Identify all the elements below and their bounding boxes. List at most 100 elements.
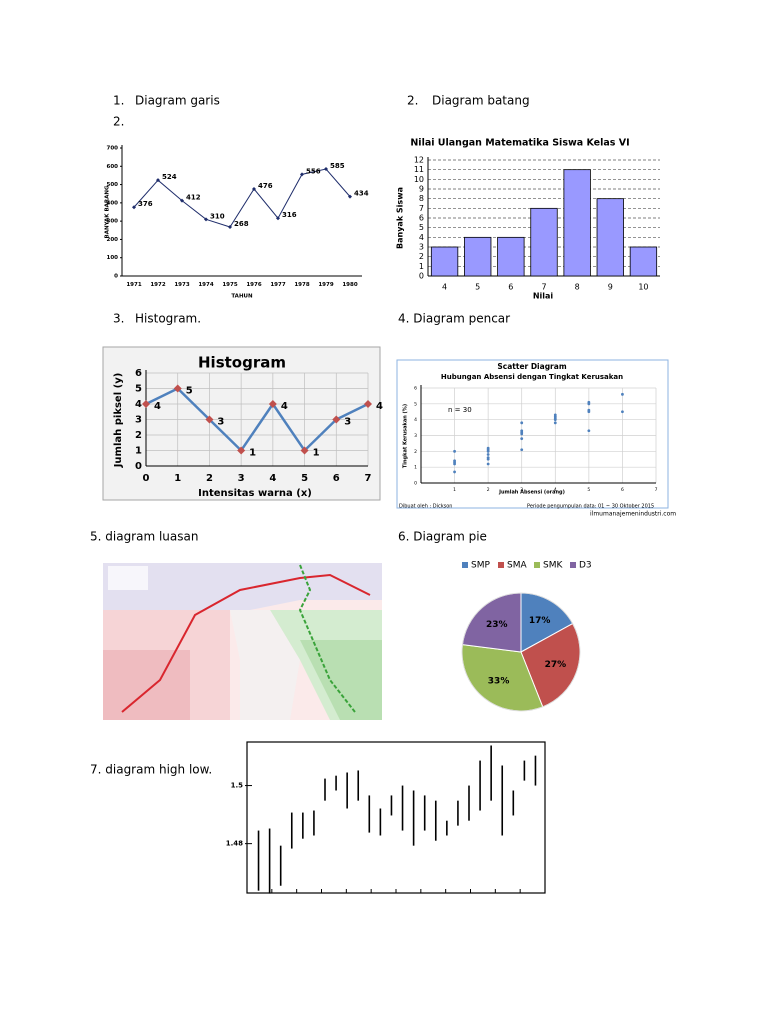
marker bbox=[132, 205, 136, 210]
x-tick-label: 7 bbox=[655, 487, 658, 493]
data-label: 4 bbox=[154, 401, 161, 412]
x-tick-label: 2 bbox=[487, 487, 490, 493]
data-label: 3 bbox=[344, 417, 351, 428]
y-tick-label: 0 bbox=[114, 274, 118, 280]
line bbox=[145, 386, 369, 453]
marker bbox=[237, 446, 246, 455]
y-tick-label: 1.5 bbox=[231, 782, 244, 790]
x-tick-label: 9 bbox=[608, 283, 613, 292]
data-label: 585 bbox=[330, 162, 345, 170]
data-label: 376 bbox=[138, 200, 153, 208]
heading: Diagram batang bbox=[432, 94, 530, 108]
x-tick-label: 3 bbox=[238, 473, 245, 484]
data-label: 310 bbox=[210, 212, 225, 220]
footnote: Dibuat oleh : Dickson bbox=[399, 504, 452, 510]
y-tick-label: 200 bbox=[107, 237, 119, 243]
data-label: 27% bbox=[545, 660, 567, 670]
x-tick-label: 7 bbox=[365, 473, 372, 484]
x-tick-label: 6 bbox=[508, 283, 513, 292]
point bbox=[587, 408, 591, 412]
y-tick-label: 100 bbox=[107, 255, 119, 261]
data-label: 412 bbox=[186, 194, 201, 202]
point bbox=[453, 449, 456, 453]
bar bbox=[530, 207, 558, 277]
x-tick-label: 1979 bbox=[318, 282, 333, 288]
heading: Histogram. bbox=[135, 312, 201, 326]
bar bbox=[596, 198, 624, 277]
map-route bbox=[298, 564, 356, 713]
heading: 5. diagram luasan bbox=[90, 530, 198, 544]
x-tick-label: 0 bbox=[143, 473, 150, 484]
data-label: 524 bbox=[162, 173, 177, 181]
x-tick-label: 1978 bbox=[294, 282, 309, 288]
marker bbox=[268, 400, 277, 408]
y-tick-label: 3 bbox=[419, 243, 424, 252]
x-tick-label: 1976 bbox=[246, 282, 261, 288]
y-tick-label: 9 bbox=[419, 185, 424, 194]
y-tick-label: 6 bbox=[135, 368, 142, 379]
legend-swatch bbox=[498, 562, 504, 568]
y-tick-label: 3 bbox=[414, 433, 417, 439]
x-tick-label: 2 bbox=[206, 473, 213, 484]
point bbox=[520, 437, 524, 441]
x-tick-label: 1974 bbox=[198, 282, 213, 288]
y-tick-label: 1 bbox=[419, 262, 424, 271]
heading-number: 1. bbox=[113, 94, 124, 108]
data-label: 4 bbox=[376, 401, 383, 412]
marker bbox=[204, 217, 208, 222]
y-tick-label: 0 bbox=[135, 461, 142, 472]
bar bbox=[430, 246, 459, 277]
marker bbox=[300, 172, 304, 177]
legend-label: SMA bbox=[507, 561, 527, 571]
point bbox=[587, 429, 591, 433]
data-label: 33% bbox=[488, 676, 510, 686]
map-zone bbox=[103, 563, 382, 610]
data-label: 556 bbox=[306, 167, 321, 175]
x-axis-label: Jumlah Absensi (orang) bbox=[498, 490, 565, 496]
point bbox=[621, 410, 624, 414]
legend-swatch bbox=[570, 562, 576, 568]
y-tick-label: 400 bbox=[107, 200, 119, 206]
y-tick-label: 10 bbox=[414, 175, 424, 184]
map-zone bbox=[103, 650, 190, 720]
footnote: ilmumanajemenindustri.com bbox=[590, 511, 676, 518]
chart-frame bbox=[396, 359, 669, 509]
x-tick-label: 1973 bbox=[174, 282, 189, 288]
x-axis-label: Intensitas warna (x) bbox=[198, 488, 312, 499]
footnote: Periode pengumpulan data: 01 ~ 30 Oktobe… bbox=[527, 504, 654, 510]
point bbox=[520, 448, 524, 452]
bar bbox=[563, 169, 591, 277]
x-tick-label: 3 bbox=[520, 487, 523, 493]
point bbox=[486, 453, 490, 456]
marker bbox=[324, 167, 328, 172]
map-legend bbox=[108, 566, 148, 590]
y-tick-label: 0 bbox=[414, 481, 417, 487]
y-axis-label: Banyak Siswa bbox=[396, 187, 405, 249]
x-tick-label: 4 bbox=[554, 487, 557, 493]
chart-title: Nilai Ulangan Matematika Siswa Kelas VI bbox=[410, 138, 629, 149]
point bbox=[486, 462, 490, 466]
marker bbox=[228, 224, 232, 229]
data-label: 3 bbox=[217, 417, 224, 428]
x-tick-label: 1980 bbox=[342, 282, 357, 288]
marker bbox=[156, 178, 160, 183]
point bbox=[486, 446, 490, 450]
x-tick-label: 4 bbox=[269, 473, 276, 484]
marker bbox=[364, 400, 372, 408]
annotation: n = 30 bbox=[448, 406, 472, 414]
point bbox=[621, 392, 624, 396]
point bbox=[453, 459, 456, 463]
data-label: 1 bbox=[249, 448, 256, 459]
x-tick-label: 5 bbox=[301, 473, 308, 484]
y-tick-label: 1.48 bbox=[226, 840, 243, 848]
point bbox=[587, 400, 591, 404]
marker bbox=[173, 384, 182, 393]
data-label: 1 bbox=[313, 448, 320, 459]
point bbox=[553, 413, 557, 417]
y-axis-label: BANYAK BARANG bbox=[105, 185, 111, 238]
area-map bbox=[103, 563, 382, 720]
heading-number: 2. bbox=[407, 94, 418, 108]
legend-label: SMP bbox=[471, 561, 490, 571]
map-route bbox=[121, 573, 371, 713]
